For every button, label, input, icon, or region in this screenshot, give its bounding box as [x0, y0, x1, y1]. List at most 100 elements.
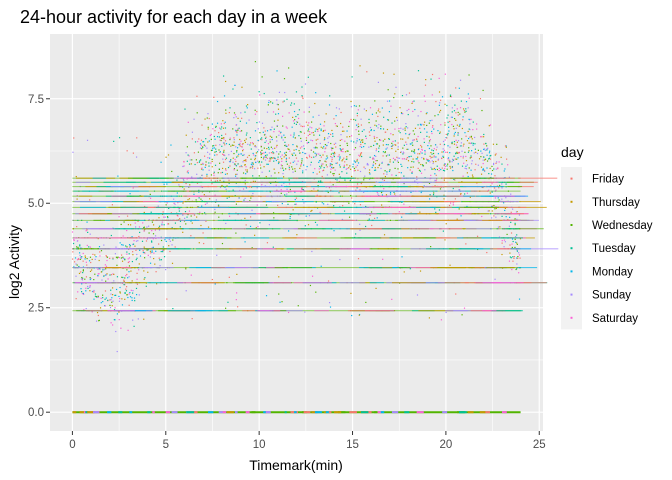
- data-point: [467, 175, 469, 178]
- data-point: [274, 172, 276, 174]
- data-point: [400, 151, 402, 153]
- data-point: [298, 150, 300, 152]
- data-point: [490, 176, 492, 179]
- data-point: [310, 156, 313, 159]
- data-point: [396, 119, 399, 121]
- data-point: [397, 148, 399, 151]
- data-point: [423, 138, 425, 140]
- data-point: [499, 226, 501, 228]
- data-point: [420, 151, 422, 153]
- data-point: [294, 170, 296, 172]
- data-point: [124, 277, 126, 279]
- data-point: [360, 124, 363, 126]
- data-point: [483, 148, 485, 151]
- data-point: [394, 167, 396, 169]
- data-point: [143, 270, 145, 272]
- data-point: [321, 163, 323, 165]
- data-point: [176, 214, 178, 217]
- data-point: [220, 172, 222, 174]
- data-point: [407, 148, 409, 150]
- data-point: [353, 167, 356, 170]
- data-point: [306, 165, 308, 168]
- data-point: [246, 132, 248, 134]
- data-point: [351, 197, 353, 199]
- data-point: [89, 285, 91, 287]
- data-point: [365, 137, 367, 140]
- data-point: [401, 201, 403, 204]
- data-point: [286, 163, 288, 165]
- data-point: [368, 218, 370, 220]
- data-point: [488, 125, 490, 127]
- data-point: [186, 178, 188, 180]
- data-point: [516, 218, 518, 220]
- data-point: [437, 130, 439, 132]
- data-point: [236, 147, 239, 149]
- data-point: [339, 148, 341, 150]
- data-point: [115, 256, 118, 258]
- data-point: [319, 165, 321, 168]
- data-point: [449, 264, 451, 266]
- data-point: [86, 229, 88, 231]
- data-point: [220, 128, 222, 130]
- data-point: [237, 306, 239, 308]
- data-point: [268, 101, 270, 104]
- data-point: [214, 130, 216, 132]
- data-point: [341, 138, 343, 141]
- data-point: [308, 215, 311, 217]
- data-point: [121, 276, 123, 278]
- data-point: [224, 154, 226, 157]
- data-point: [447, 158, 449, 160]
- data-point: [359, 170, 362, 173]
- data-point: [480, 173, 483, 175]
- data-point: [360, 141, 362, 143]
- data-point: [501, 242, 503, 244]
- data-point: [154, 229, 157, 231]
- data-point: [447, 121, 449, 123]
- data-point: [252, 163, 254, 165]
- data-point: [83, 293, 85, 295]
- data-point: [240, 112, 242, 114]
- data-point: [289, 150, 291, 152]
- data-point: [215, 148, 217, 150]
- data-point: [235, 129, 237, 132]
- data-point: [461, 138, 463, 140]
- data-point: [378, 123, 380, 126]
- data-point: [370, 211, 373, 213]
- data-point: [337, 155, 339, 158]
- data-point: [294, 154, 297, 156]
- data-point: [310, 161, 312, 163]
- data-point: [216, 254, 218, 256]
- data-point: [73, 266, 75, 268]
- data-point: [115, 246, 117, 248]
- data-point: [344, 161, 346, 163]
- data-point: [375, 287, 377, 290]
- data-point: [378, 139, 381, 141]
- data-point: [202, 162, 204, 164]
- data-point: [432, 152, 435, 155]
- data-point: [276, 151, 278, 153]
- data-point: [190, 235, 192, 237]
- data-point: [266, 163, 268, 165]
- data-point: [268, 148, 270, 150]
- data-point: [465, 165, 467, 167]
- data-point: [229, 137, 231, 139]
- data-point: [128, 257, 131, 259]
- data-point: [449, 152, 451, 154]
- data-point: [249, 167, 251, 169]
- data-point: [269, 160, 271, 162]
- data-point: [364, 175, 366, 177]
- data-point: [178, 184, 180, 186]
- data-point: [363, 129, 365, 131]
- data-point: [127, 261, 129, 264]
- data-point: [356, 183, 359, 185]
- data-point: [320, 167, 322, 169]
- data-point: [332, 152, 334, 154]
- data-point: [480, 150, 482, 152]
- data-point: [161, 223, 163, 225]
- data-point: [374, 140, 376, 142]
- data-point: [360, 152, 363, 154]
- data-point: [369, 214, 371, 217]
- data-point: [400, 127, 402, 129]
- data-point: [223, 138, 225, 140]
- data-point: [162, 246, 164, 248]
